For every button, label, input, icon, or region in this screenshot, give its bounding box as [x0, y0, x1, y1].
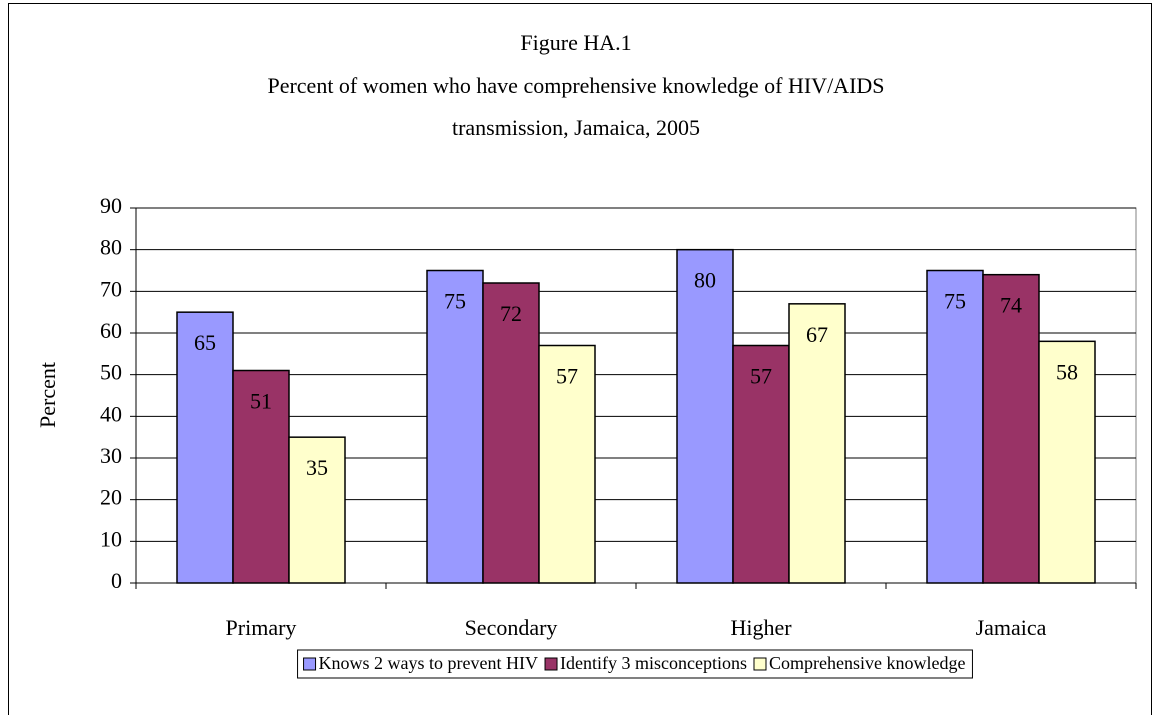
bar — [482, 282, 540, 584]
x-tick-label: Secondary — [465, 615, 558, 640]
bar — [926, 269, 984, 584]
legend-swatch — [303, 657, 317, 671]
bar — [676, 248, 734, 584]
legend-swatch — [753, 657, 767, 671]
bar — [788, 303, 846, 584]
legend-box — [297, 649, 973, 679]
legend-label: Knows 2 ways to prevent HIV — [319, 653, 538, 673]
y-tick-label: 10 — [100, 526, 122, 551]
data-label: 80 — [694, 268, 716, 293]
y-tick-label: 30 — [100, 443, 122, 468]
bar — [1038, 340, 1096, 584]
data-label: 51 — [250, 389, 272, 414]
data-label: 67 — [806, 322, 828, 347]
y-tick-label: 20 — [100, 485, 122, 510]
bar — [426, 269, 484, 584]
legend-swatch — [544, 657, 558, 671]
data-label: 57 — [556, 364, 578, 389]
data-label: 75 — [444, 289, 466, 314]
bar — [538, 344, 596, 584]
y-tick-label: 80 — [100, 235, 122, 260]
y-tick-label: 60 — [100, 318, 122, 343]
legend-label: Identify 3 misconceptions — [560, 653, 747, 673]
y-tick-label: 40 — [100, 401, 122, 426]
bar — [982, 273, 1040, 584]
data-label: 74 — [1000, 293, 1022, 318]
data-label: 35 — [306, 455, 328, 480]
y-tick-label: 70 — [100, 276, 122, 301]
y-axis-label: Percent — [35, 362, 60, 428]
bar — [232, 369, 290, 584]
legend-label: Comprehensive knowledge — [769, 653, 965, 673]
data-label: 72 — [500, 301, 522, 326]
x-tick-label: Primary — [226, 615, 297, 640]
chart-title: transmission, Jamaica, 2005 — [452, 115, 700, 140]
x-tick-label: Higher — [730, 615, 792, 640]
data-label: 58 — [1056, 359, 1078, 384]
data-label: 65 — [194, 330, 216, 355]
y-tick-label: 0 — [111, 568, 122, 593]
bar — [288, 436, 346, 584]
y-tick-label: 50 — [100, 360, 122, 385]
data-label: 75 — [944, 289, 966, 314]
x-tick-label: Jamaica — [976, 615, 1047, 640]
chart-title: Percent of women who have comprehensive … — [267, 73, 884, 98]
data-label: 57 — [750, 364, 772, 389]
y-tick-label: 90 — [100, 193, 122, 218]
chart-title: Figure HA.1 — [520, 30, 631, 55]
